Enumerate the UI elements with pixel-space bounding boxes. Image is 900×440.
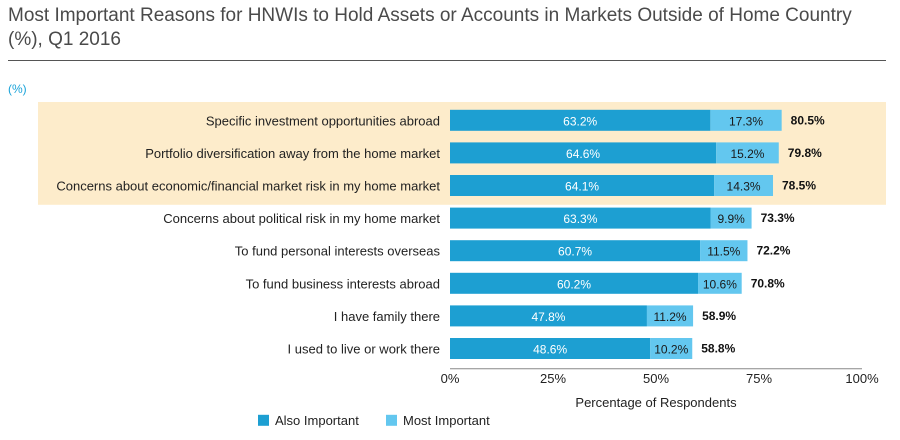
- bar-also-important: [450, 305, 647, 327]
- bar-most-important: [698, 272, 742, 294]
- title-divider: [8, 60, 886, 61]
- data-label-also-important: 60.2%: [557, 277, 591, 291]
- bar-most-important: [714, 175, 774, 196]
- data-label-most-important: 17.3%: [729, 114, 763, 128]
- category-label: I have family there: [334, 309, 440, 324]
- x-tick-label: 75%: [746, 371, 772, 386]
- bar-most-important: [716, 142, 779, 164]
- bar-most-important: [710, 109, 782, 131]
- category-label: Portfolio diversification away from the …: [145, 146, 440, 161]
- x-axis-title: Percentage of Respondents: [575, 395, 737, 410]
- legend-label-also-important: Also Important: [275, 413, 359, 428]
- data-label-most-important: 10.2%: [654, 343, 688, 357]
- legend-swatch-most-important: [386, 414, 397, 426]
- total-label: 78.5%: [782, 179, 816, 193]
- bar-also-important: [450, 240, 701, 262]
- total-label: 73.3%: [761, 211, 795, 225]
- total-label: 72.2%: [756, 244, 790, 258]
- data-label-most-important: 10.6%: [703, 277, 737, 291]
- bar-also-important: [450, 175, 715, 196]
- x-tick-label: 100%: [845, 371, 879, 386]
- category-label: I used to live or work there: [288, 342, 440, 357]
- total-label: 58.8%: [701, 342, 735, 356]
- data-label-most-important: 11.2%: [653, 310, 686, 324]
- category-label: To fund business interests abroad: [246, 276, 440, 291]
- data-label-most-important: 14.3%: [727, 180, 761, 194]
- data-label-also-important: 64.6%: [566, 147, 600, 161]
- bar-most-important: [650, 338, 693, 359]
- total-label: 70.8%: [751, 276, 785, 290]
- total-label: 79.8%: [788, 146, 822, 160]
- bar-most-important: [646, 305, 694, 327]
- bar-also-important: [450, 272, 699, 294]
- data-label-also-important: 48.6%: [533, 343, 567, 357]
- bar-also-important: [450, 142, 717, 164]
- unit-label: (%): [8, 82, 27, 96]
- category-label: Specific investment opportunities abroad: [206, 113, 440, 128]
- data-label-most-important: 11.5%: [707, 245, 740, 259]
- category-label: To fund personal interests overseas: [235, 244, 441, 259]
- legend-label-most-important: Most Important: [403, 413, 490, 428]
- total-label: 58.9%: [702, 309, 736, 323]
- x-tick-label: 50%: [643, 371, 669, 386]
- data-label-also-important: 64.1%: [565, 180, 599, 194]
- x-tick-label: 0%: [441, 371, 460, 386]
- bar-also-important: [450, 207, 711, 229]
- total-label: 80.5%: [791, 113, 825, 127]
- data-label-also-important: 63.2%: [563, 114, 597, 128]
- data-label-most-important: 15.2%: [730, 147, 764, 161]
- data-label-also-important: 60.7%: [558, 245, 592, 259]
- bar-most-important: [710, 207, 752, 229]
- data-label-also-important: 63.3%: [563, 212, 597, 226]
- bar-also-important: [450, 109, 711, 131]
- data-label-most-important: 9.9%: [718, 212, 746, 226]
- bar-most-important: [700, 240, 748, 262]
- bar-also-important: [450, 338, 651, 359]
- category-label: Concerns about economic/financial market…: [56, 179, 440, 194]
- chart-title: Most Important Reasons for HNWIs to Hold…: [8, 5, 852, 50]
- x-tick-label: 25%: [540, 371, 566, 386]
- legend-swatch-also-important: [258, 414, 269, 426]
- category-label: Concerns about political risk in my home…: [163, 211, 440, 226]
- data-label-also-important: 47.8%: [531, 310, 565, 324]
